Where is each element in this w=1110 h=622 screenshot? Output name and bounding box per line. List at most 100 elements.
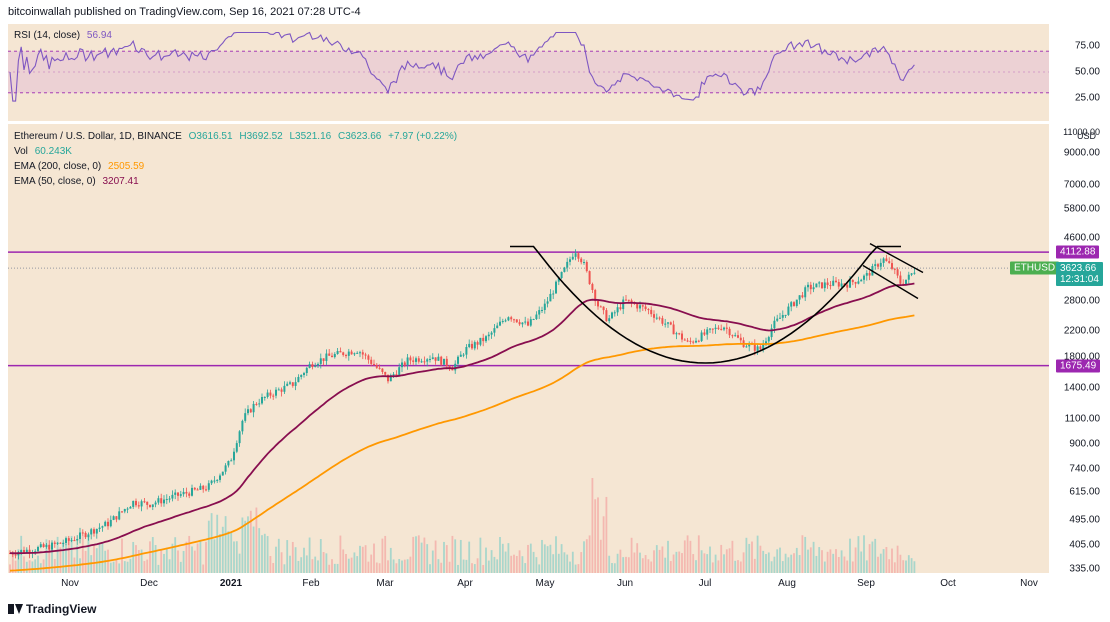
- candle-body: [490, 332, 493, 335]
- candle-body: [417, 358, 420, 362]
- volume-bar: [655, 545, 658, 573]
- candle-body: [910, 273, 913, 275]
- volume-bar: [42, 559, 45, 573]
- candle-body: [874, 264, 877, 267]
- candle-body: [193, 487, 196, 490]
- volume-bar: [25, 561, 28, 573]
- vol-label: Vol: [14, 146, 28, 157]
- candle-body: [473, 342, 476, 349]
- candle-body: [34, 551, 37, 553]
- candle-body: [739, 337, 742, 341]
- candle-body: [121, 511, 123, 513]
- candle-body: [149, 504, 151, 507]
- candle-body: [577, 253, 580, 259]
- candle-body: [524, 321, 527, 323]
- symbol-tag: ETHUSD: [1010, 261, 1060, 275]
- candle-body: [45, 544, 48, 547]
- volume-bar: [784, 553, 787, 573]
- volume-bar: [815, 555, 818, 573]
- volume-bar: [381, 538, 384, 573]
- volume-bar: [252, 526, 255, 573]
- candle-body: [653, 314, 655, 318]
- volume-bar: [832, 553, 835, 573]
- time-tick: Oct: [940, 578, 956, 589]
- volume-bar: [171, 543, 174, 573]
- candle-body: [560, 271, 563, 279]
- volume-bar: [37, 555, 39, 573]
- volume-bar: [625, 556, 627, 573]
- volume-bar: [417, 535, 420, 573]
- volume-bar: [882, 549, 885, 573]
- candle-body: [434, 357, 437, 361]
- volume-bar: [714, 554, 717, 573]
- volume-bar: [613, 563, 616, 573]
- candle-body: [219, 475, 221, 480]
- candle-body: [345, 355, 347, 357]
- volume-bar: [314, 556, 317, 573]
- volume-bar: [462, 559, 465, 573]
- volume-bar: [9, 564, 11, 573]
- ohlc-change: +7.97 (+0.22%): [388, 131, 458, 142]
- candle-body: [583, 262, 585, 264]
- candle-body: [863, 275, 865, 280]
- candle-body: [87, 534, 90, 538]
- candle-body: [339, 351, 342, 353]
- candle-body: [681, 333, 683, 340]
- volume-bar: [896, 545, 899, 573]
- volume-bar: [809, 547, 812, 573]
- volume-bar: [126, 561, 129, 573]
- candle-body: [720, 328, 723, 330]
- volume-bar: [742, 552, 745, 573]
- candle-body: [569, 259, 571, 262]
- volume-bar: [84, 550, 87, 573]
- candle-body: [821, 282, 823, 289]
- rsi-tick: 50.00: [1074, 66, 1100, 78]
- candle-body: [854, 282, 857, 284]
- candle-body: [101, 526, 104, 528]
- volume-bar: [471, 563, 473, 573]
- volume-bar: [661, 546, 664, 573]
- volume-bar: [711, 562, 714, 573]
- time-tick: Apr: [457, 578, 473, 589]
- candle-body: [157, 498, 160, 503]
- volume-bar: [291, 541, 294, 573]
- candle-body: [42, 544, 45, 547]
- candle-body: [73, 540, 76, 542]
- volume-bar: [695, 560, 697, 573]
- volume-bar: [325, 553, 328, 573]
- volume-bar: [328, 564, 331, 573]
- candle-body: [647, 309, 650, 311]
- candle-body: [168, 498, 171, 500]
- rsi-pane[interactable]: RSI (14, close) 56.94: [8, 24, 1049, 121]
- candle-body: [591, 284, 594, 290]
- volume-bar: [902, 560, 905, 573]
- candle-body: [795, 299, 798, 306]
- candle-body: [56, 542, 59, 544]
- candle-body: [891, 263, 893, 269]
- candle-body: [129, 506, 132, 509]
- volume-bar: [899, 554, 902, 573]
- candle-body: [347, 351, 350, 356]
- candle-body: [174, 492, 177, 495]
- volume-bar: [891, 548, 893, 573]
- candle-body: [90, 529, 93, 535]
- candle-body: [580, 258, 583, 263]
- candle-body: [132, 500, 135, 507]
- candle-body: [213, 480, 216, 482]
- candle-body: [459, 354, 462, 357]
- volume-bar: [851, 561, 854, 573]
- candle-body: [622, 299, 625, 310]
- price-pane[interactable]: Ethereum / U.S. Dollar, 1D, BINANCE O361…: [8, 124, 1049, 573]
- candle-body: [333, 354, 336, 358]
- volume-bar: [753, 558, 756, 573]
- tradingview-brand[interactable]: TradingView: [8, 602, 96, 616]
- candle-body: [661, 318, 664, 324]
- candle-body: [93, 529, 95, 534]
- candle-body: [224, 465, 227, 472]
- volume-bar: [451, 535, 454, 573]
- candle-body: [412, 360, 415, 362]
- time-axis: Nov Dec 2021 Feb Mar Apr May Jun Jul Aug Sep Oct Nov: [8, 575, 1049, 593]
- volume-bar: [840, 550, 843, 573]
- volume-bar: [193, 550, 196, 573]
- candle-body: [289, 382, 291, 384]
